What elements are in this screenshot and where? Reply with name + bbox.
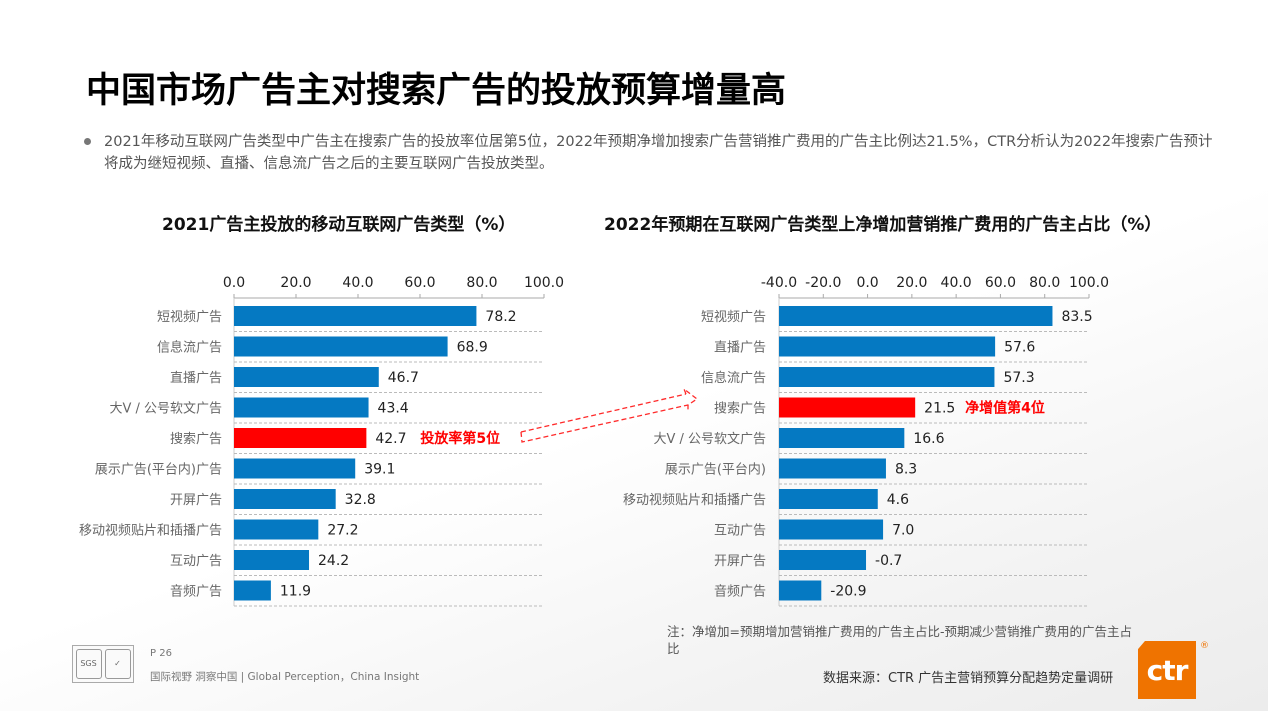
category-label: 大V / 公号软文广告 (653, 432, 766, 447)
data-label: 57.3 (1003, 370, 1034, 386)
category-label: 搜索广告 (170, 432, 222, 447)
data-label: -0.7 (875, 553, 902, 569)
connector-arrow (520, 387, 699, 443)
bar (234, 367, 379, 387)
bar (779, 550, 867, 570)
right-chart-title: 2022年预期在互联网广告类型上净增加营销推广费用的广告主占比（%） (604, 215, 1162, 235)
category-label: 展示广告(平台内) (665, 462, 766, 478)
data-label: 4.6 (887, 492, 909, 508)
category-label: 直播广告 (170, 371, 222, 386)
bar (779, 367, 995, 387)
bar (234, 489, 336, 509)
x-tick-label: 20.0 (896, 275, 927, 291)
data-label: 43.4 (378, 401, 409, 417)
bar (234, 306, 477, 326)
highlight-annotation: 净增值第4位 (965, 400, 1045, 417)
bar (234, 580, 271, 601)
category-label: 短视频广告 (701, 310, 766, 325)
bar (779, 519, 884, 540)
data-label: -20.9 (830, 584, 866, 600)
bar (779, 580, 822, 601)
data-label: 11.9 (280, 584, 311, 600)
page-number: P 26 (150, 648, 172, 659)
data-label: 83.5 (1061, 309, 1092, 325)
x-tick-label: 0.0 (223, 275, 245, 291)
data-source: 数据来源：CTR 广告主营销预算分配趋势定量调研 (823, 671, 1114, 686)
category-label: 音频广告 (170, 584, 222, 600)
data-label: 57.6 (1004, 340, 1035, 356)
bar (234, 550, 310, 570)
category-label: 开屏广告 (170, 493, 222, 508)
certification-badge: SGS ✓ (72, 645, 134, 683)
data-label: 39.1 (364, 462, 395, 478)
check-certificate-icon: ✓ (104, 649, 131, 679)
highlighted-bar (779, 397, 916, 418)
sgs-icon: SGS (75, 649, 102, 679)
x-tick-label: -20.0 (805, 275, 841, 291)
summary-text: 2021年移动互联网广告类型中广告主在搜索广告的投放率位居第5位，2022年预期… (104, 134, 1213, 172)
category-label: 短视频广告 (157, 310, 222, 325)
data-label: 46.7 (388, 370, 419, 386)
category-label: 移动视频贴片和插播广告 (79, 524, 222, 539)
highlight-annotation: 投放率第5位 (420, 430, 500, 447)
data-label: 27.2 (327, 523, 358, 539)
highlighted-bar (234, 428, 367, 448)
category-label: 互动广告 (170, 554, 222, 569)
data-label: 78.2 (485, 309, 516, 325)
data-label: 68.9 (457, 340, 488, 356)
bar (234, 397, 369, 418)
category-label: 展示广告(平台内)广告 (95, 462, 222, 478)
bar (234, 336, 448, 357)
summary-bullet: 2021年移动互联网广告类型中广告主在搜索广告的投放率位居第5位，2022年预期… (84, 131, 1214, 175)
data-label: 7.0 (892, 523, 914, 539)
left-bar-chart: 0.0 20.0 40.0 60.0 80.0 100.0 短视频广告 78.2 信息流广告 68… (79, 275, 564, 607)
category-label: 信息流广告 (701, 370, 766, 386)
category-label: 直播广告 (714, 341, 766, 356)
bar (779, 306, 1053, 326)
x-tick-label: 100.0 (1069, 275, 1109, 291)
category-label: 信息流广告 (157, 340, 222, 356)
x-tick-label: 60.0 (985, 275, 1016, 291)
arrow-upper-line (520, 393, 687, 433)
data-label: 21.5 (924, 401, 955, 417)
category-label: 搜索广告 (714, 402, 766, 417)
footnote: 注：净增加=预期增加营销推广费用的广告主占比-预期减少营销推广费用的广告主占比 (667, 624, 1132, 656)
x-tick-label: 80.0 (1029, 275, 1060, 291)
x-tick-label: 40.0 (342, 275, 373, 291)
page-title: 中国市场广告主对搜索广告的投放预算增量高 (86, 71, 787, 111)
x-tick-label: 100.0 (524, 275, 564, 291)
registered-mark-icon: ® (1200, 641, 1209, 651)
bar (779, 428, 905, 448)
data-label: 16.6 (913, 431, 944, 447)
bar (779, 489, 878, 509)
slogan: 国际视野 洞察中国 | Global Perception，China Insi… (150, 671, 420, 683)
data-label: 8.3 (895, 462, 917, 478)
data-label: 42.7 (375, 431, 406, 447)
category-label: 大V / 公号软文广告 (109, 402, 222, 417)
category-label: 互动广告 (714, 524, 766, 539)
left-chart-title: 2021广告主投放的移动互联网广告类型（%） (162, 215, 516, 235)
bar (779, 336, 996, 357)
x-tick-label: 80.0 (466, 275, 497, 291)
bar (234, 519, 319, 540)
bar (234, 458, 356, 479)
category-label: 移动视频贴片和插播广告 (623, 493, 766, 508)
x-tick-label: 40.0 (941, 275, 972, 291)
x-tick-label: 60.0 (404, 275, 435, 291)
data-label: 32.8 (345, 492, 376, 508)
arrow-lower-line (520, 404, 689, 443)
data-label: 24.2 (318, 553, 349, 569)
x-tick-label: 20.0 (280, 275, 311, 291)
category-label: 开屏广告 (714, 554, 766, 569)
x-tick-label: -40.0 (761, 275, 797, 291)
bullet-dot-icon (84, 138, 91, 145)
x-tick-label: 0.0 (856, 275, 878, 291)
category-label: 音频广告 (714, 584, 766, 600)
bar (779, 458, 886, 479)
arrow-head (682, 387, 699, 410)
right-bar-chart: -40.0 -20.0 0.0 20.0 40.0 60.0 80.0 100.0 短视频广告 8… (623, 275, 1109, 607)
ctr-logo: ctr (1138, 641, 1196, 699)
